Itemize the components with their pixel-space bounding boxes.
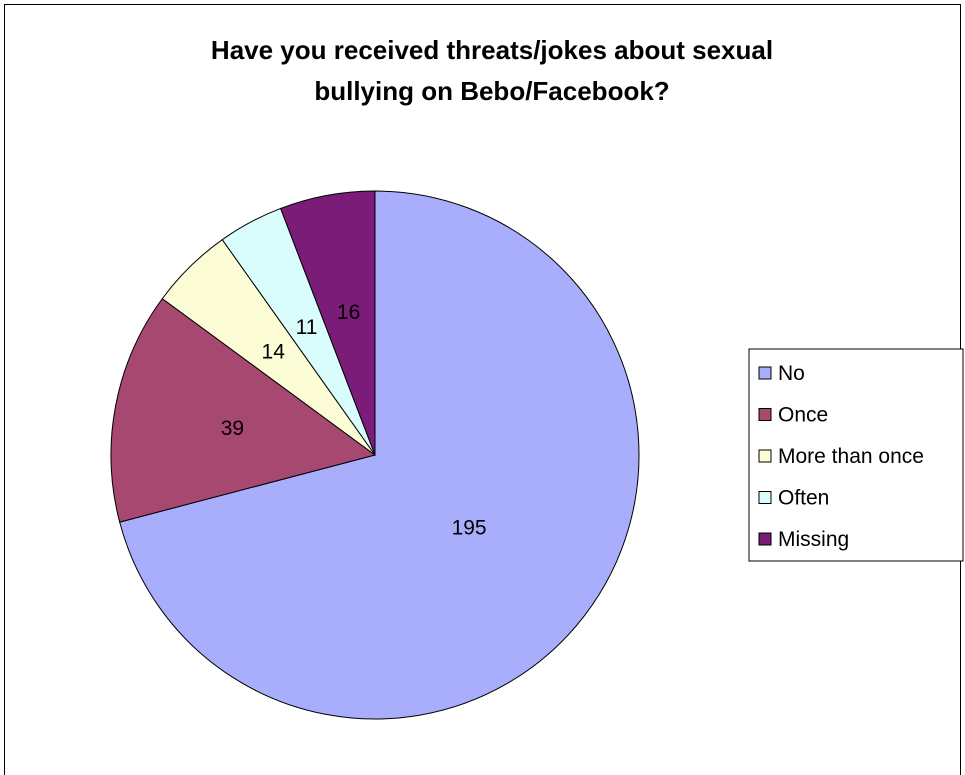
- data-label-more-than-once: 14: [262, 341, 286, 364]
- pie-slice-once: [110, 297, 377, 523]
- data-label-no: 195: [452, 517, 487, 540]
- legend-swatch-once: [758, 408, 772, 421]
- legend-label-once: Once: [778, 404, 828, 427]
- chart-title-line-1: Have you received threats/jokes about se…: [211, 35, 773, 65]
- pie-slice-no: [119, 190, 640, 720]
- legend-swatch-no: [758, 366, 772, 380]
- data-label-missing: 16: [337, 301, 360, 324]
- pie-slice-missing: [279, 190, 376, 456]
- legend-swatch-more-than-once: [758, 449, 772, 463]
- chart-title-line-2: bullying on Bebo/Facebook?: [314, 76, 669, 106]
- chart-title: Have you received threats/jokes about se…: [211, 35, 773, 106]
- legend-box: [748, 348, 964, 562]
- pie-slices: [110, 190, 640, 720]
- data-label-once: 39: [221, 417, 244, 440]
- pie-data-labels: 195 39 14 11 16: [221, 301, 487, 539]
- data-label-often: 11: [296, 316, 318, 339]
- legend-swatch-often: [758, 491, 772, 504]
- legend-swatch-missing: [758, 532, 772, 546]
- legend: No Once More than once Often Missing: [748, 348, 964, 562]
- legend-label-missing: Missing: [778, 528, 849, 551]
- legend-label-more-than-once: More than once: [778, 445, 924, 468]
- legend-label-no: No: [778, 362, 805, 385]
- legend-label-often: Often: [778, 487, 829, 510]
